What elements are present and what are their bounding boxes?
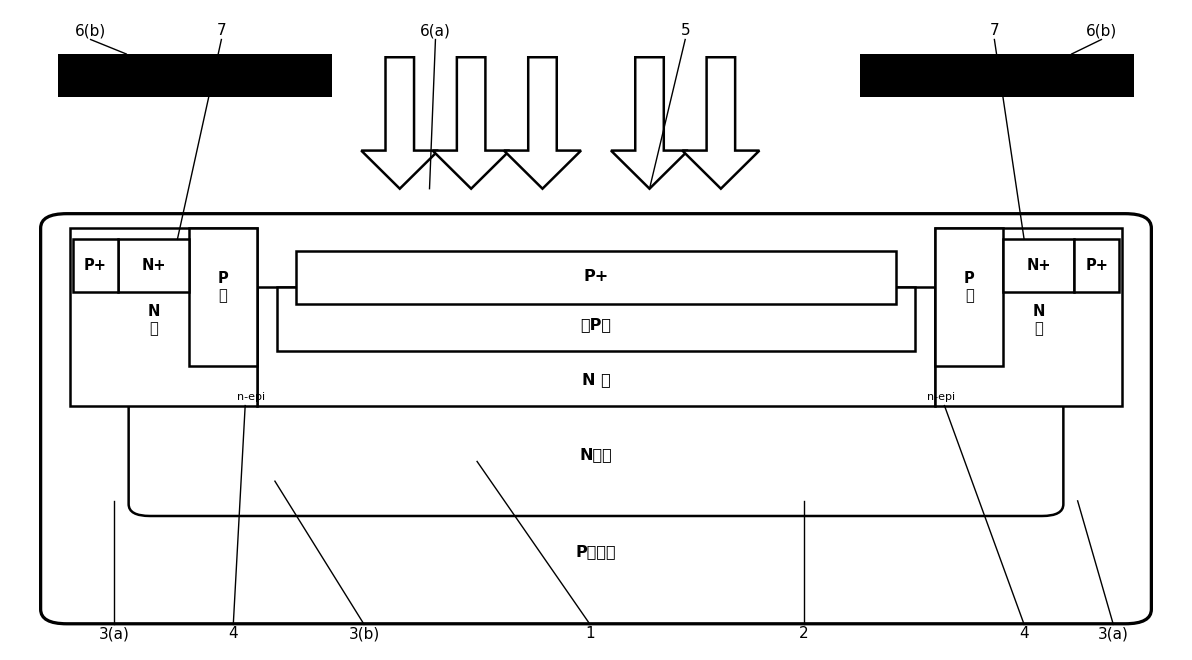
FancyBboxPatch shape <box>129 394 1063 516</box>
Text: 3(a): 3(a) <box>99 626 130 641</box>
Text: P+: P+ <box>83 258 107 273</box>
Text: 7: 7 <box>989 24 999 38</box>
Polygon shape <box>682 57 759 189</box>
Text: N 阱: N 阱 <box>582 372 610 387</box>
Bar <box>70 228 257 406</box>
Bar <box>1002 240 1074 292</box>
Bar <box>118 240 190 292</box>
Text: 6(a): 6(a) <box>420 24 451 38</box>
Text: 1: 1 <box>585 626 595 641</box>
Bar <box>278 287 914 351</box>
Bar <box>297 251 895 304</box>
Bar <box>73 240 118 292</box>
Text: P
阱: P 阱 <box>217 271 228 304</box>
Text: 4: 4 <box>1019 626 1029 641</box>
Bar <box>190 228 257 366</box>
Polygon shape <box>504 57 581 189</box>
Text: 3(b): 3(b) <box>348 626 380 641</box>
Text: 5: 5 <box>681 24 690 38</box>
Text: N
阱: N 阱 <box>1032 304 1044 337</box>
Bar <box>859 54 1134 96</box>
Text: P+: P+ <box>583 269 609 284</box>
Bar <box>935 228 1122 406</box>
Text: 6(b): 6(b) <box>75 24 106 38</box>
Text: N+: N+ <box>1026 258 1050 273</box>
Text: 6(b): 6(b) <box>1086 24 1117 38</box>
Text: N埋层: N埋层 <box>579 447 613 463</box>
Text: P型衬底: P型衬底 <box>576 544 616 559</box>
Text: n-epi: n-epi <box>237 392 265 402</box>
Text: N+: N+ <box>142 258 166 273</box>
Text: 4: 4 <box>229 626 238 641</box>
Text: n-epi: n-epi <box>927 392 955 402</box>
Polygon shape <box>433 57 510 189</box>
FancyBboxPatch shape <box>41 214 1151 624</box>
Bar <box>58 54 333 96</box>
Bar <box>935 228 1002 366</box>
Text: 7: 7 <box>217 24 226 38</box>
Text: P
阱: P 阱 <box>964 271 975 304</box>
Polygon shape <box>361 57 439 189</box>
Text: N
阱: N 阱 <box>148 304 160 337</box>
Text: 浅P阱: 浅P阱 <box>581 317 611 332</box>
Text: P+: P+ <box>1085 258 1109 273</box>
Text: 2: 2 <box>800 626 809 641</box>
Text: 3(a): 3(a) <box>1098 626 1129 641</box>
Bar <box>257 287 935 406</box>
Polygon shape <box>611 57 688 189</box>
Bar <box>1074 240 1119 292</box>
